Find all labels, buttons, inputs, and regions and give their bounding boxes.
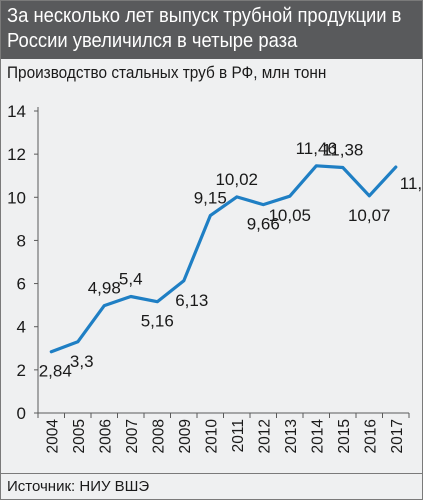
x-tick-label: 2008 [150,419,167,453]
headline: За несколько лет выпуск трубной продукци… [7,4,402,54]
data-label: 10,07 [348,206,391,225]
data-label: 2,84 [39,362,72,381]
data-point [129,295,132,298]
footer-divider [1,473,422,474]
data-label: 9,15 [194,189,227,208]
x-tick-label: 2015 [336,419,353,453]
data-label: 11,38 [322,141,363,160]
data-point [209,214,212,217]
headline-banner: За несколько лет выпуск трубной продукци… [1,1,422,59]
y-tick-label: 8 [17,231,26,250]
data-label: 4,98 [88,279,121,298]
chart-title: Производство стальных труб в РФ, млн тон… [7,64,327,82]
y-tick-label: 10 [7,188,26,207]
data-label: 5,16 [141,312,174,331]
data-label: 6,13 [175,291,208,310]
x-tick-label: 2017 [389,419,406,453]
x-tick-label: 2013 [283,419,300,453]
y-tick-label: 2 [17,361,26,380]
source-note: Источник: НИУ ВШЭ [7,478,150,495]
x-tick-label: 2011 [230,419,247,452]
data-label: 11,46 [296,139,337,158]
x-tick-label: 2004 [44,419,61,454]
x-tick-label: 2014 [309,419,326,454]
data-point [50,350,53,353]
x-tick-label: 2012 [256,419,273,453]
y-tick-label: 0 [17,404,26,423]
data-label: 11,4 [400,174,422,193]
data-label: 5,4 [119,270,143,289]
data-point [235,195,238,199]
y-tick-label: 12 [7,145,26,164]
data-point [341,166,344,169]
headline-line-1: За несколько лет выпуск трубной продукци… [7,5,402,27]
data-point [103,304,106,307]
x-tick-label: 2006 [97,419,114,453]
data-point [368,194,371,197]
data-point [262,203,265,206]
data-point [315,164,318,167]
series-line [49,164,398,354]
data-point [156,300,159,303]
data-label: 10,05 [268,206,311,225]
data-label: 10,02 [215,170,258,189]
x-tick-label: 2010 [203,419,220,454]
y-tick-label: 14 [7,102,26,121]
y-tick-label: 6 [17,275,26,294]
data-label: 3,3 [70,352,94,371]
headline-line-2: России увеличился в четыре раза [7,30,298,52]
data-point [394,165,397,169]
data-point [182,279,185,282]
y-tick-label: 4 [17,318,26,337]
data-point [288,195,291,198]
data-point [76,340,79,344]
x-tick-label: 2016 [362,419,379,453]
x-tick-label: 2005 [71,419,88,453]
x-tick-label: 2009 [177,419,194,453]
x-tick-label: 2007 [124,419,141,453]
data-label: 9,66 [247,215,280,234]
